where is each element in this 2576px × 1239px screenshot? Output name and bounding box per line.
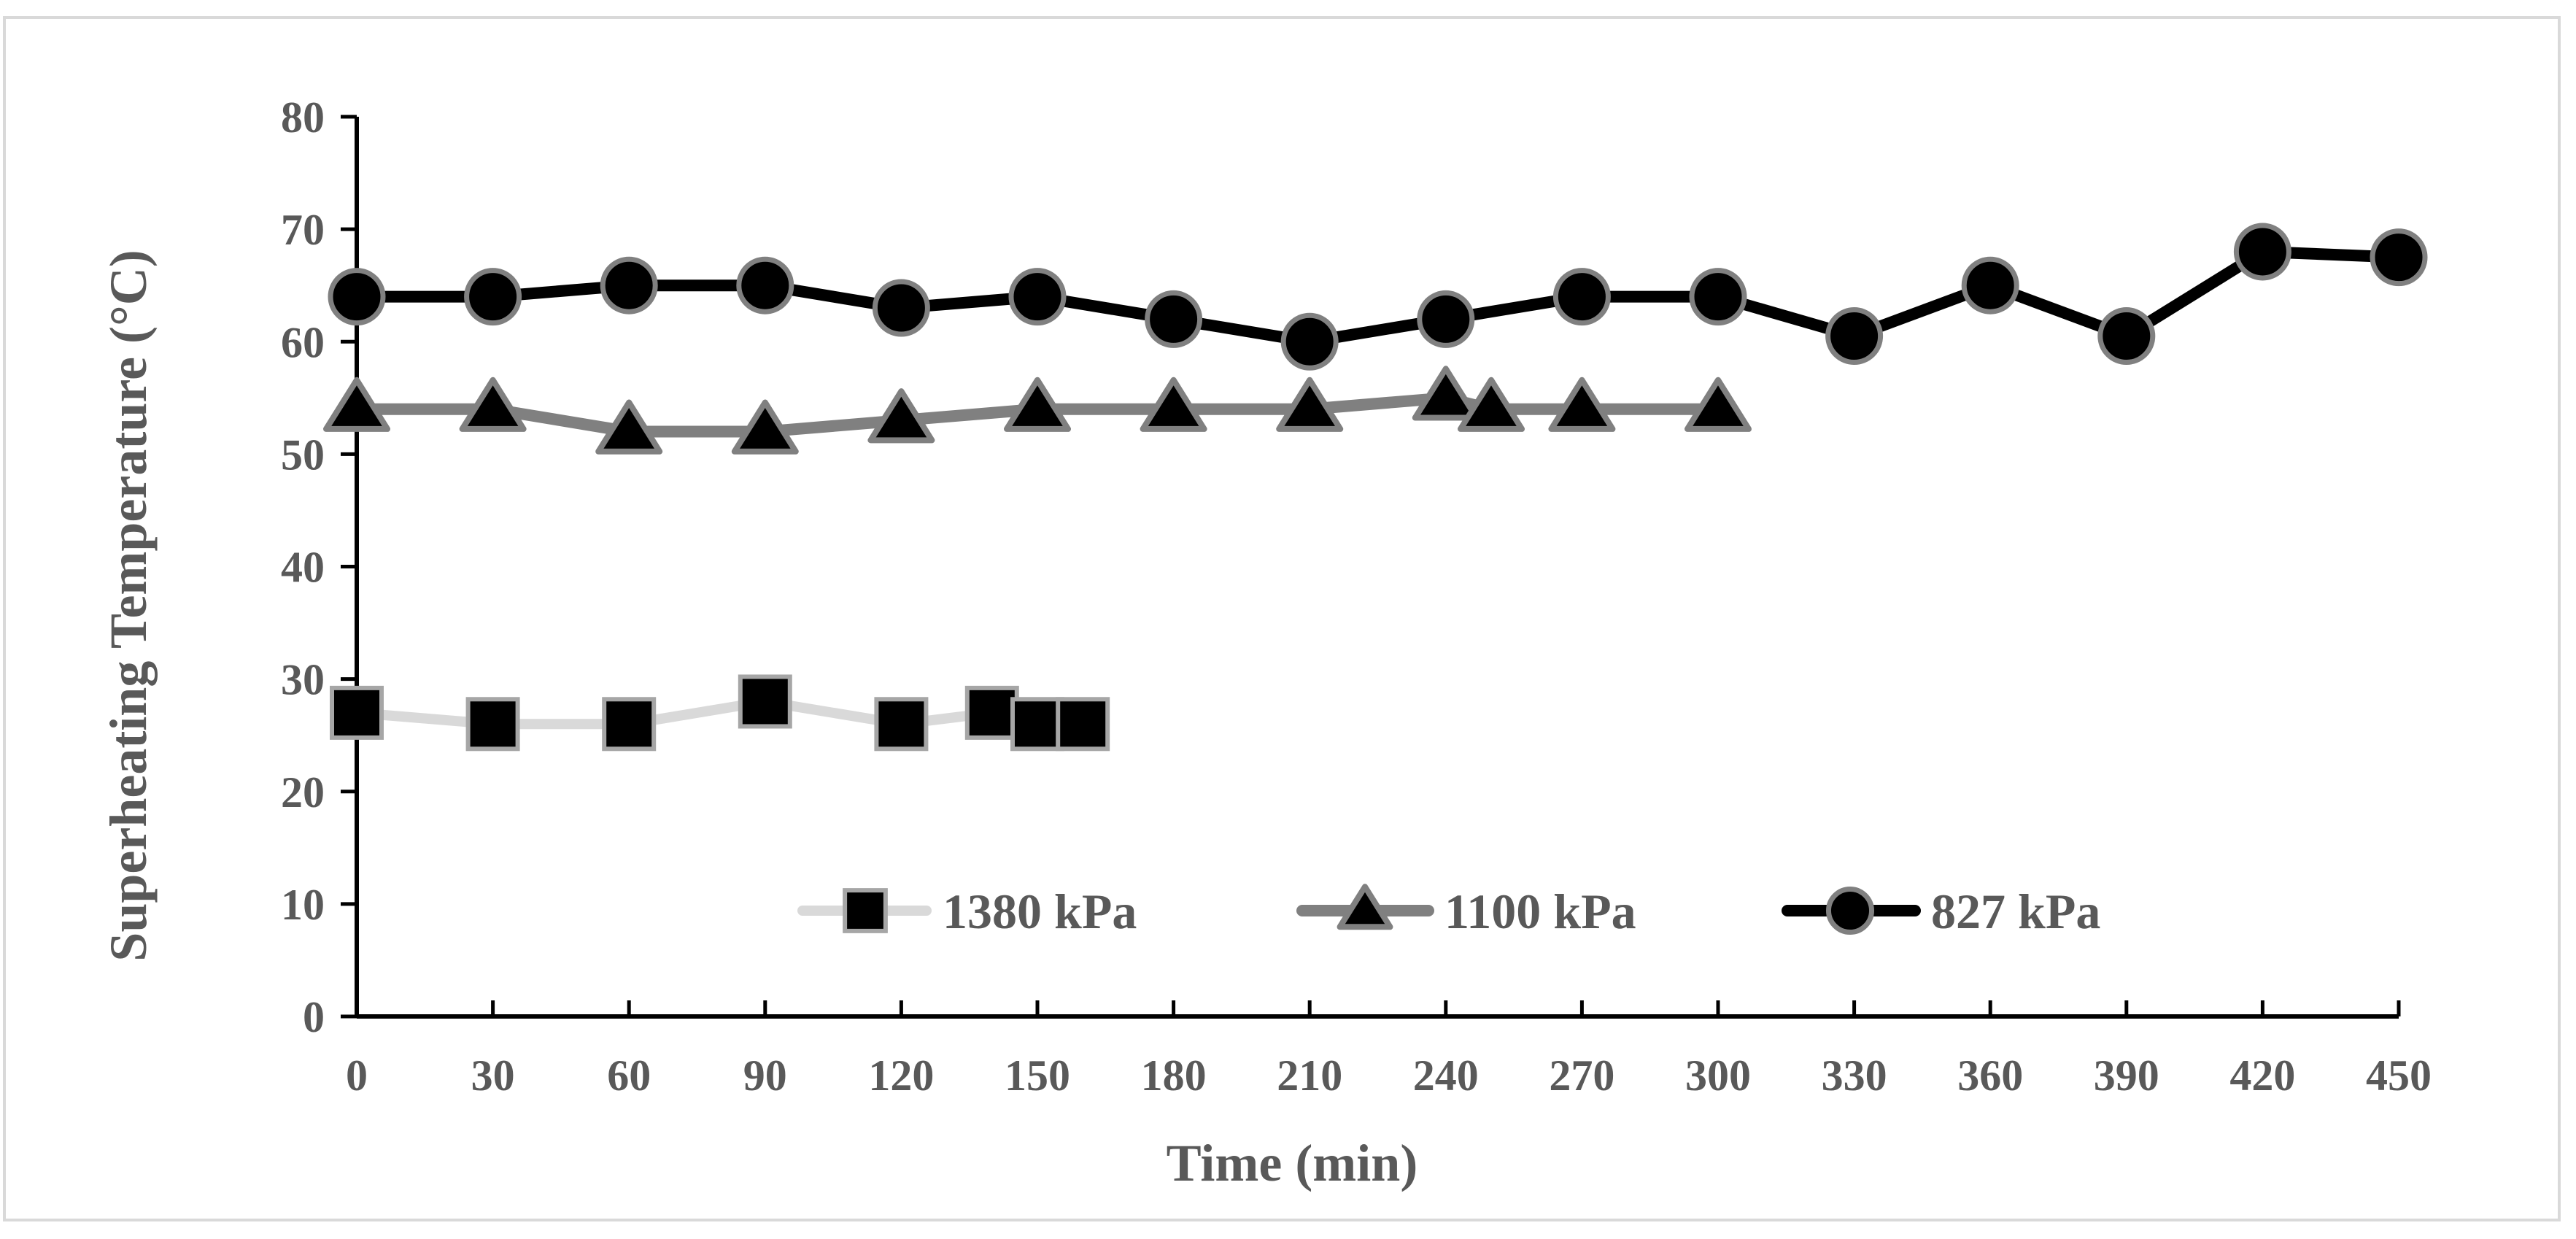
legend-item: 1100 kPa [1296, 884, 1636, 939]
data-point [872, 279, 930, 337]
data-point [459, 377, 527, 432]
data-point [465, 697, 520, 752]
y-tick-label: 20 [281, 768, 325, 817]
data-point [600, 256, 658, 314]
x-tick-label: 300 [1685, 1051, 1751, 1100]
data-point [1008, 268, 1067, 326]
x-tick-label: 270 [1549, 1051, 1614, 1100]
y-tick-label: 30 [281, 656, 325, 704]
data-point [323, 377, 390, 432]
x-tick-label: 210 [1277, 1051, 1342, 1100]
series-square [330, 674, 1110, 752]
data-point [867, 388, 935, 444]
data-point [1552, 268, 1611, 326]
x-tick-label: 120 [868, 1051, 934, 1100]
y-tick-label: 10 [281, 881, 325, 929]
legend-label: 1380 kPa [943, 884, 1137, 939]
data-point [1145, 290, 1203, 348]
y-tick-label: 40 [281, 544, 325, 592]
data-point [328, 268, 386, 326]
data-point [1548, 377, 1616, 432]
chart-frame [3, 16, 2561, 1221]
legend-marker [1825, 886, 1875, 935]
x-tick-label: 30 [471, 1051, 515, 1100]
data-point [1685, 377, 1752, 432]
data-point [964, 685, 1019, 740]
data-point [738, 674, 792, 729]
series-circle [328, 223, 2428, 371]
x-tick-label: 90 [743, 1051, 787, 1100]
legend-marker [843, 888, 888, 933]
x-tick-label: 180 [1141, 1051, 1207, 1100]
legend: 1380 kPa 1100 kPa 827 kPa [797, 884, 2100, 939]
data-point [874, 697, 929, 752]
x-tick-label: 60 [607, 1051, 651, 1100]
legend-label: 827 kPa [1931, 884, 2100, 939]
data-point [731, 399, 799, 455]
legend-item: 827 kPa [1782, 884, 2100, 939]
data-point [1689, 268, 1747, 326]
y-axis-title: Superheating Temperature (°C) [99, 250, 158, 961]
y-tick-label: 80 [281, 93, 325, 142]
legend-item: 1380 kPa [797, 884, 1137, 939]
x-tick-label: 420 [2229, 1051, 2295, 1100]
y-tick-label: 70 [281, 206, 325, 254]
data-point [1056, 697, 1110, 752]
y-tick-label: 50 [281, 431, 325, 479]
x-tick-label: 360 [1957, 1051, 2023, 1100]
y-tick-label: 0 [303, 993, 325, 1041]
x-tick-label: 150 [1005, 1051, 1070, 1100]
data-point [1458, 377, 1525, 432]
y-tick-label: 60 [281, 318, 325, 366]
axes: 0 10 20 30 40 50 60 70 80 0 30 60 90 120 150 180 210 240 2… [281, 93, 2432, 1100]
x-tick-label: 240 [1413, 1051, 1479, 1100]
data-point [736, 256, 794, 314]
data-point [1961, 256, 2019, 314]
data-point [595, 399, 663, 455]
data-point [1417, 290, 1475, 348]
data-point [1010, 697, 1064, 752]
data-point [464, 268, 522, 326]
x-tick-label: 330 [1822, 1051, 1887, 1100]
data-point [1004, 377, 1071, 432]
data-point [1280, 312, 1339, 371]
data-point [602, 697, 657, 752]
x-tick-label: 0 [346, 1051, 368, 1100]
data-point [1276, 377, 1344, 432]
series-triangle [323, 366, 1752, 455]
legend-marker [1337, 884, 1393, 930]
series-line [351, 245, 2405, 348]
data-point [2233, 223, 2291, 281]
data-point [1825, 307, 1884, 366]
series-layer [323, 223, 2428, 752]
data-point [2370, 228, 2428, 287]
x-tick-label: 450 [2366, 1051, 2432, 1100]
data-point [1140, 377, 1207, 432]
x-axis-title: Time (min) [1167, 1134, 1418, 1192]
data-point [2097, 307, 2156, 366]
x-tick-label: 390 [2094, 1051, 2159, 1100]
legend-label: 1100 kPa [1444, 884, 1636, 939]
data-point [330, 685, 384, 740]
data-point [1412, 366, 1480, 421]
